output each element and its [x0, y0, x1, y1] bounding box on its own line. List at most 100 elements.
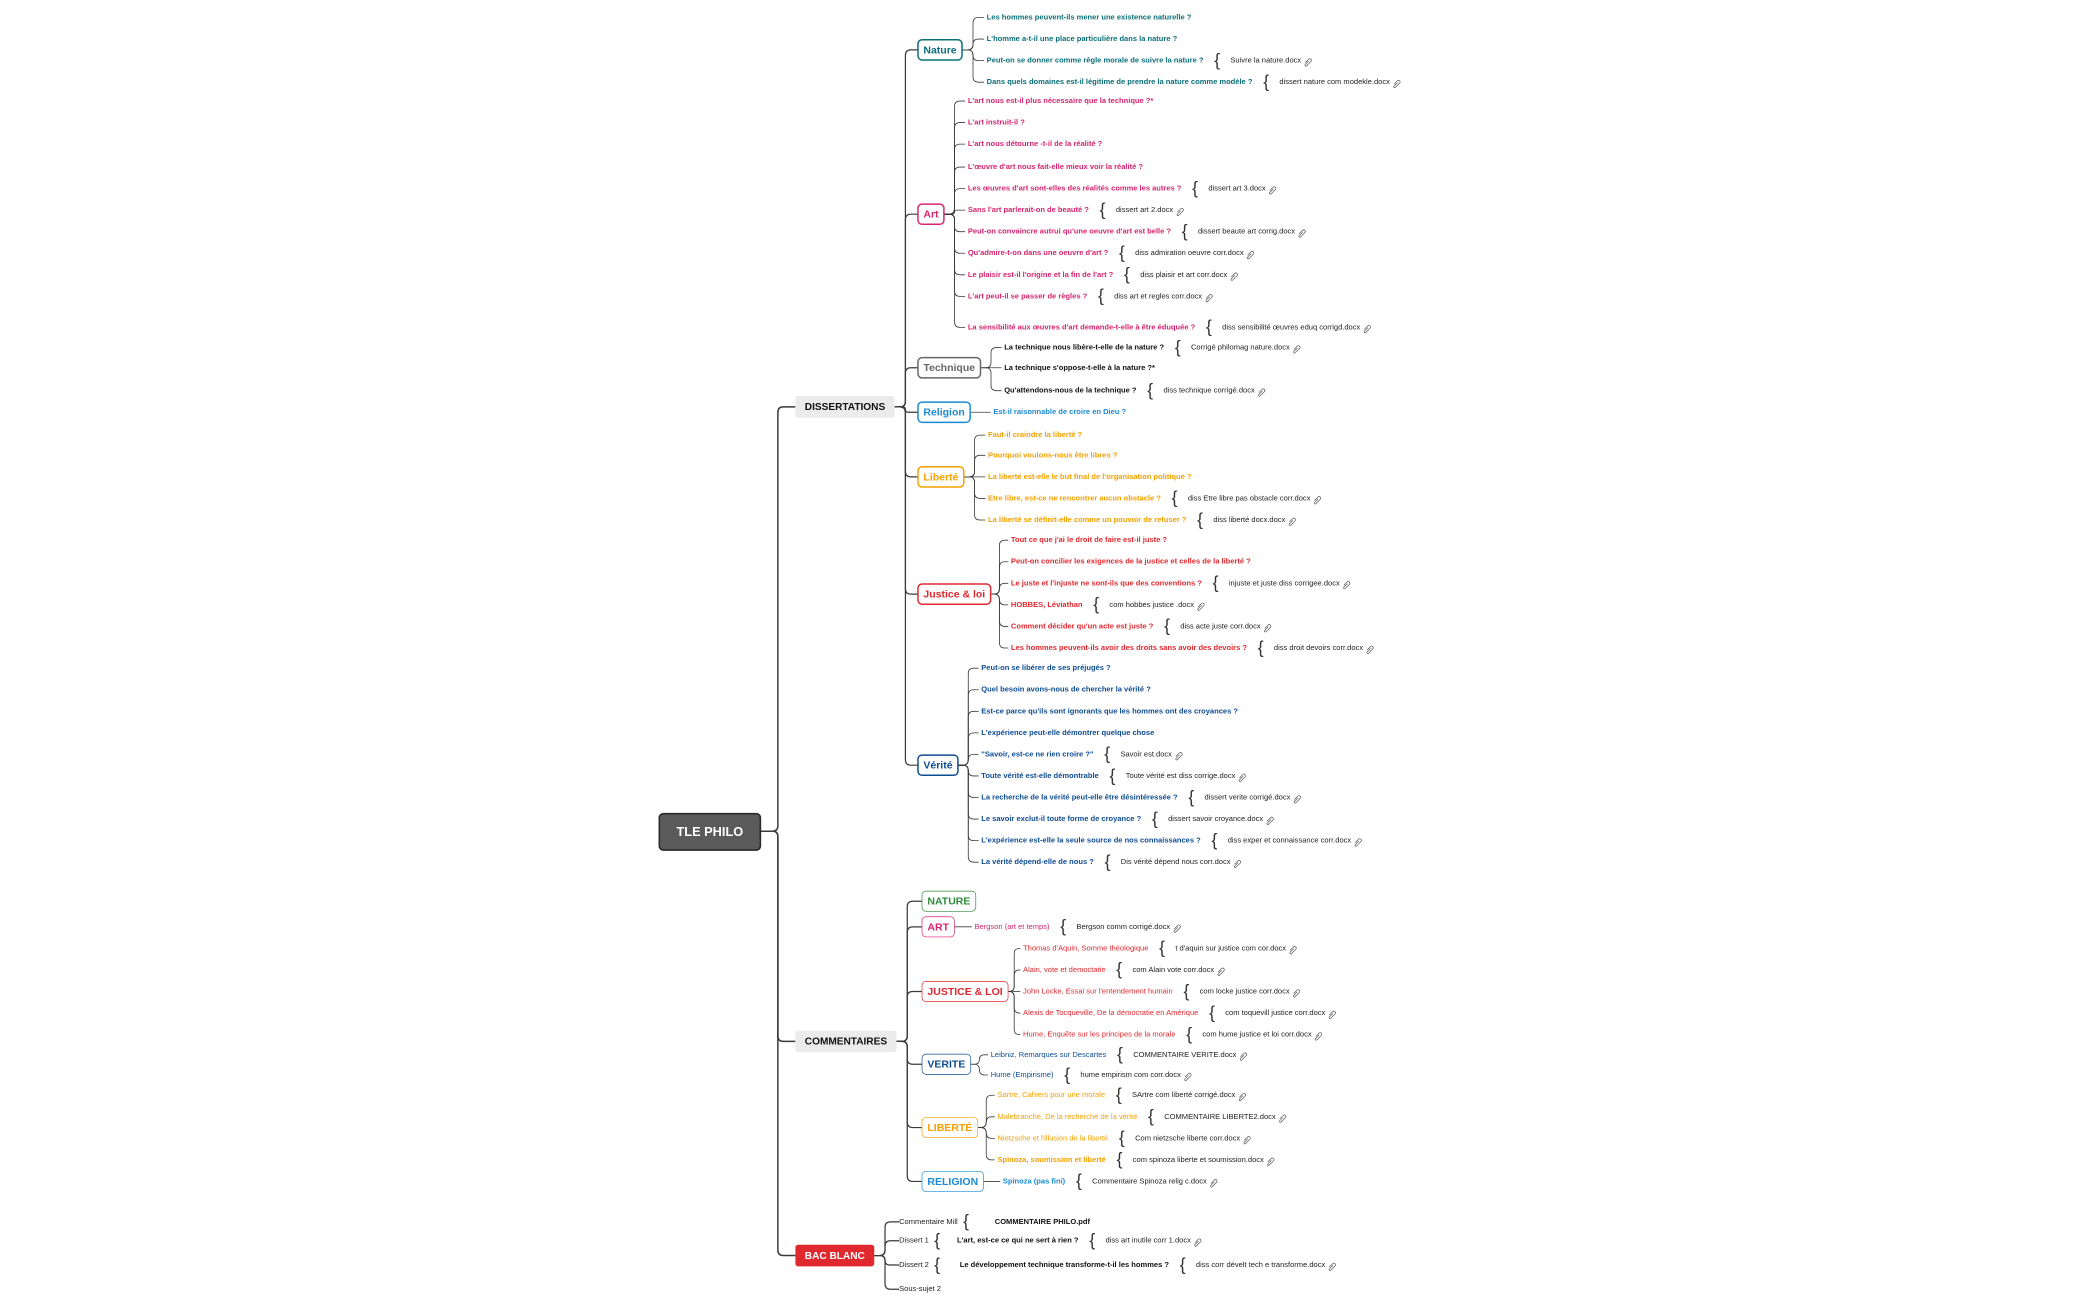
topic-item: Tout ce que j'ai le droit de faire est-i…	[1011, 535, 1167, 544]
connector	[894, 406, 918, 766]
attachment-name: Savoir est.docx	[1120, 749, 1172, 758]
topic-item: L'art peut-il se passer de règles ?	[968, 291, 1088, 300]
attachment-name: com hume justice et loi corr.docx	[1202, 1030, 1311, 1039]
attachment-name: dissert art 3.docx	[1208, 184, 1266, 193]
attachment-icon	[1243, 1136, 1251, 1145]
connector	[963, 476, 986, 521]
attachment-name: dissert savoir croyance.docx	[1168, 814, 1263, 823]
brace: {	[1117, 1044, 1123, 1064]
connector	[977, 1127, 995, 1161]
connector	[896, 1040, 923, 1183]
brace: {	[1119, 1128, 1125, 1148]
connector	[970, 1063, 989, 1076]
topic-item: Peut-on convaincre autrui qu'une oeuvre …	[968, 227, 1172, 236]
brace: {	[1180, 1254, 1186, 1274]
attachment-icon	[1197, 602, 1205, 611]
topic-item: Est-ce parce qu'ils sont ignorants que l…	[981, 706, 1238, 715]
topic-item: Bergson (art et temps)	[975, 922, 1050, 931]
branch-label: DISSERTATIONS	[805, 402, 886, 413]
brace: {	[1124, 264, 1130, 284]
brace: {	[1258, 637, 1264, 657]
topic-label: Commentaire Mill	[899, 1217, 958, 1226]
topic-item: Malebranche, De la recherche de la vérit…	[997, 1112, 1137, 1121]
topic-box	[917, 401, 971, 424]
topic-label: LIBERTÉ	[927, 1121, 972, 1134]
topic-item: Etre libre, est-ce ne rencontrer aucun o…	[988, 493, 1161, 502]
topic-item: Les œuvres d'art sont-elles des réalités…	[968, 184, 1182, 193]
attachment-name: Com nietzsche liberte corr.docx	[1135, 1133, 1240, 1142]
topic-label: Vérité	[923, 760, 952, 772]
topic-item: Est-il raisonnable de croire en Dieu ?	[993, 407, 1126, 416]
connector	[980, 367, 1002, 392]
attachment-name: Toute vérité est diss corrige.docx	[1126, 771, 1236, 780]
brace: {	[1098, 286, 1104, 306]
topic-box	[917, 203, 945, 226]
topic-item: La recherche de la vérité peut-elle être…	[981, 792, 1178, 801]
attachment-name: dissert verite corrigé.docx	[1205, 792, 1291, 801]
attachment-name: com Alain vote corr.docx	[1132, 965, 1214, 974]
attachment-icon	[1247, 251, 1255, 260]
branch-box	[795, 396, 895, 418]
topic-box	[917, 356, 982, 379]
topic-item: L'expérience peut-elle démontrer quelque…	[981, 728, 1154, 737]
attachment-name: com hobbes justice .docx	[1109, 600, 1194, 609]
root-box	[658, 812, 762, 851]
attachment-icon	[1315, 1032, 1323, 1041]
attachment-icon	[1328, 1010, 1336, 1019]
topic-item: L'homme a-t-il une place particulière da…	[987, 34, 1178, 43]
attachment-icon	[1288, 517, 1296, 526]
brace: {	[1116, 1085, 1122, 1105]
brace: {	[1116, 959, 1122, 979]
attachment-icon	[1366, 645, 1374, 654]
topic-item: Comment décider qu'un acte est juste ?	[1011, 621, 1154, 630]
brace: {	[1089, 1230, 1095, 1250]
brace: {	[1214, 50, 1220, 70]
attachment-icon	[1363, 325, 1371, 334]
connector	[943, 213, 966, 328]
attachment-icon	[1230, 272, 1238, 281]
attachment-name: diss art et regles corr.docx	[1114, 291, 1202, 300]
connectors	[760, 17, 1021, 1290]
topic-item: L'art nous est-il plus nécessaire que la…	[968, 96, 1154, 105]
topic-item: Peut-on se libérer de ses préjugés ?	[981, 663, 1111, 672]
topic-item: Qu'admire-t-on dans une oeuvre d'art ?	[968, 248, 1109, 257]
topic-item: L'art nous détourne -t-il de la réalité …	[968, 139, 1103, 148]
topic-label: Art	[923, 209, 939, 221]
attachment-name: hume empirism com corr.docx	[1080, 1070, 1181, 1079]
topic-item: La vérité dépend-elle de nous ?	[981, 857, 1094, 866]
topic-label: VERITE	[927, 1059, 965, 1071]
attachment-name: COMMENTAIRE LIBERTE2.docx	[1164, 1112, 1276, 1121]
topic-item: Qu'attendons-nous de la technique ?	[1004, 386, 1137, 395]
topic-box	[917, 466, 965, 488]
topic-item: Nietzsche et l'illusion de la liberté	[997, 1133, 1108, 1142]
brace: {	[1213, 573, 1219, 593]
brace: {	[1183, 981, 1189, 1001]
root-label: TLE PHILO	[676, 824, 743, 839]
attachment-name: Dis vérité dépend nous corr.docx	[1121, 857, 1231, 866]
attachment-name: Corrigé philomag nature.docx	[1191, 343, 1290, 352]
topic-item: Spinoza (pas fini)	[1003, 1176, 1066, 1185]
brace: {	[1159, 938, 1165, 958]
attachment-icon	[1175, 752, 1183, 761]
topic-label: Technique	[923, 362, 975, 374]
topic-item: Le juste et l'injuste ne sont-ils que de…	[1011, 578, 1202, 587]
attachment-name: dissert beaute art corrig.docx	[1198, 227, 1295, 236]
attachment-icon	[1238, 1093, 1246, 1102]
topic-item: Le savoir exclut-il toute forme de croya…	[981, 814, 1141, 823]
topic-item: HOBBES, Léviathan	[1011, 600, 1083, 609]
connector	[943, 209, 966, 215]
topic-item: Quel besoin avons-nous de chercher la vé…	[981, 685, 1151, 694]
topic-box	[921, 981, 1009, 1002]
topic-label: Liberté	[923, 471, 958, 483]
attachment-name: diss droit devoirs corr.docx	[1274, 643, 1363, 652]
topic-label: ART	[927, 921, 949, 933]
topic-item: La sensibilité aux œuvres d'art demande-…	[968, 322, 1196, 331]
brace: {	[1060, 916, 1066, 936]
attachment-name: com spinoza liberte et soumission.docx	[1133, 1155, 1264, 1164]
attachment-name: diss plaisir et art corr.docx	[1140, 270, 1227, 279]
topic-item: COMMENTAIRE PHILO.pdf	[995, 1217, 1091, 1226]
topic-box	[917, 39, 963, 61]
connector	[970, 1054, 989, 1065]
topic-item: John Locke, Essai sur l'entendement huma…	[1023, 986, 1173, 995]
topic-item: Dans quels domaines est-il légitime de p…	[987, 77, 1253, 86]
